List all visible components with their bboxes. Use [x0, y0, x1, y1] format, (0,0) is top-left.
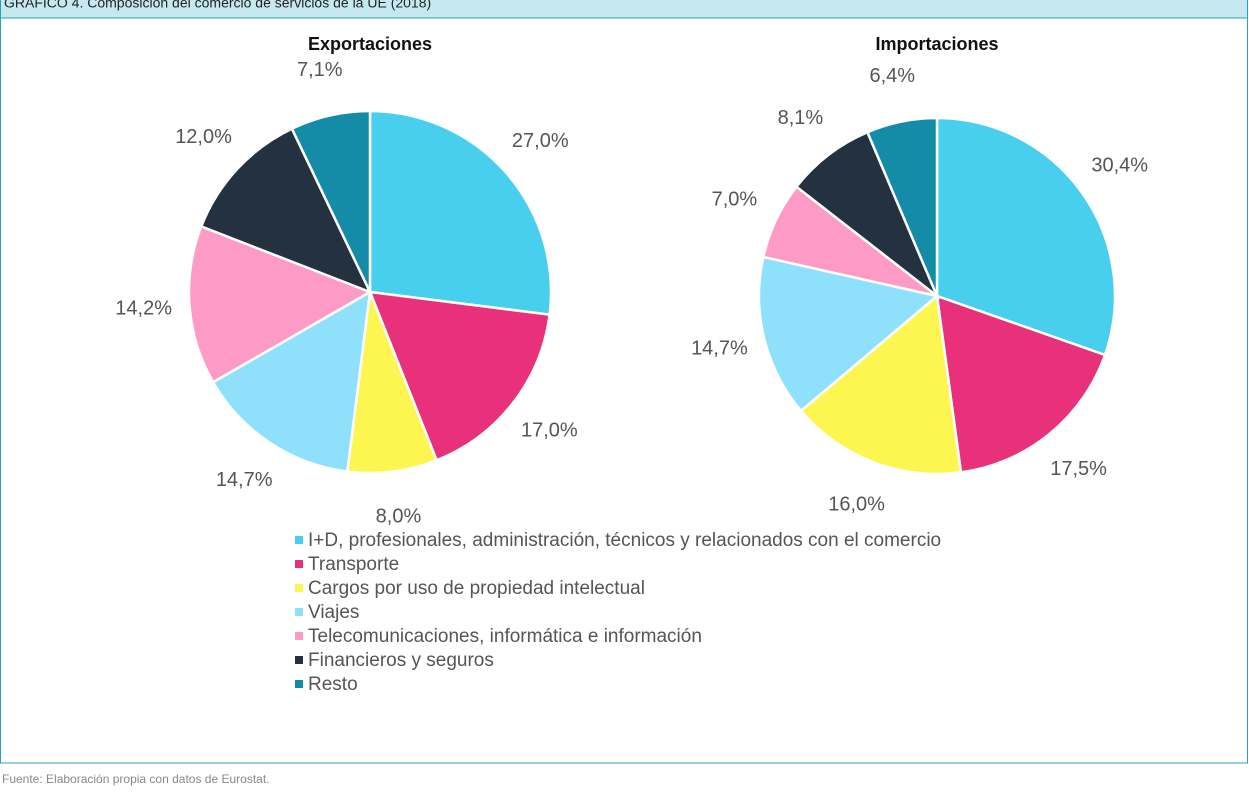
- chart-title: Importaciones: [875, 34, 998, 54]
- header-title: GRÁFICO 4. Composición del comercio de s…: [4, 0, 431, 11]
- legend-swatch: [295, 584, 303, 592]
- data-label: 14,7%: [691, 338, 748, 360]
- legend-swatch: [295, 560, 303, 568]
- data-label: 8,0%: [376, 505, 422, 527]
- legend-swatch: [295, 536, 303, 544]
- legend-label: Cargos por uso de propiedad intelectual: [308, 578, 645, 599]
- legend-label: Financieros y seguros: [308, 650, 494, 671]
- pie-slice: [211, 289, 372, 473]
- pie-slice: [290, 109, 372, 293]
- pie-slice: [368, 109, 553, 317]
- legend-swatch: [295, 608, 303, 616]
- legend-label: I+D, profesionales, administración, técn…: [308, 530, 941, 551]
- pie-slice: [187, 224, 373, 384]
- pie-slice: [794, 130, 941, 300]
- data-label: 7,0%: [712, 189, 758, 211]
- legend-label: Transporte: [308, 554, 399, 575]
- data-label: 27,0%: [512, 130, 569, 152]
- pie-slice: [199, 127, 373, 295]
- chart-title: Exportaciones: [308, 34, 432, 54]
- legend-swatch: [295, 656, 303, 664]
- data-label: 12,0%: [175, 126, 232, 148]
- legend-swatch: [295, 680, 303, 688]
- data-label: 14,7%: [216, 469, 273, 491]
- data-label: 8,1%: [778, 107, 824, 129]
- data-label: 14,2%: [115, 297, 172, 319]
- header-bar: [0, 0, 1248, 19]
- pie-slice: [935, 294, 1107, 474]
- pie-slice: [935, 116, 1117, 357]
- pie-slice: [757, 255, 940, 413]
- data-label: 6,4%: [870, 65, 916, 87]
- pie-slice: [368, 290, 551, 462]
- legend-label: Viajes: [308, 602, 359, 623]
- data-label: 17,0%: [521, 419, 578, 441]
- data-label: 30,4%: [1091, 155, 1148, 177]
- source: Fuente: Elaboración propia con datos de …: [2, 772, 270, 786]
- legend-swatch: [295, 632, 303, 640]
- data-label: 7,1%: [297, 59, 343, 81]
- data-label: 16,0%: [828, 493, 885, 515]
- data-label: 17,5%: [1050, 458, 1107, 480]
- pie-slice: [799, 293, 963, 476]
- pie-slice: [345, 291, 439, 475]
- legend-label: Telecomunicaciones, informática e inform…: [308, 626, 702, 647]
- pie-slice: [865, 116, 939, 297]
- legend-label: Resto: [308, 674, 358, 695]
